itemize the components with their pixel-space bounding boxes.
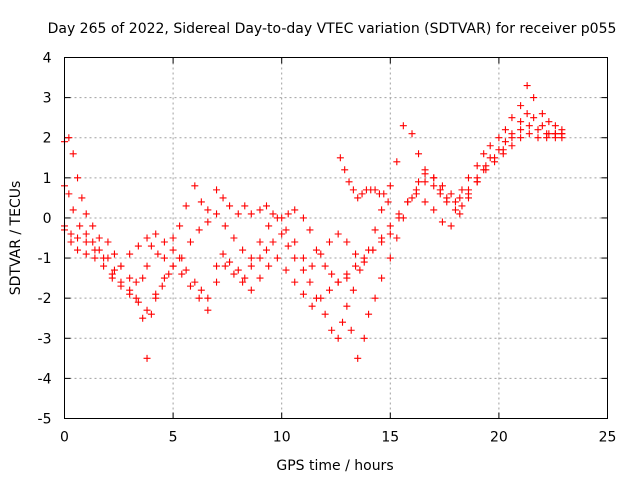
series-track-a	[61, 82, 566, 294]
data-point-markers	[336, 154, 392, 206]
x-tick-label: 20	[490, 430, 508, 446]
y-tick-label: 1	[43, 171, 52, 187]
y-tick-label: -1	[38, 251, 52, 267]
x-tick-label: 5	[169, 430, 178, 446]
axis-layer: 0 5 10 15 20 25 -5 -4 -3 -2 -1 0 1 2 3 4	[38, 51, 617, 446]
x-axis-label: GPS time / hours	[276, 458, 393, 474]
y-tick-label: -3	[38, 331, 52, 347]
y-tick-label: 2	[43, 131, 52, 147]
x-tick-label: 25	[599, 430, 617, 446]
plot-frame	[64, 57, 608, 419]
data-point-markers	[61, 82, 566, 294]
y-tick-label: -4	[38, 371, 52, 387]
y-axis-label: SDTVAR / TECUs	[8, 181, 24, 296]
x-tick-label: 15	[381, 430, 399, 446]
y-tick-label: 0	[43, 211, 52, 227]
y-tick-label: -5	[38, 412, 52, 428]
y-tick-label: 3	[43, 91, 52, 107]
chart-title: Day 265 of 2022, Sidereal Day-to-day VTE…	[48, 21, 617, 37]
y-tick-label: -2	[38, 291, 52, 307]
points-layer	[61, 82, 566, 362]
series-track-e	[336, 154, 392, 206]
x-tick-label: 0	[60, 430, 69, 446]
y-tick-label: 4	[43, 51, 52, 67]
x-tick-label: 10	[273, 430, 291, 446]
